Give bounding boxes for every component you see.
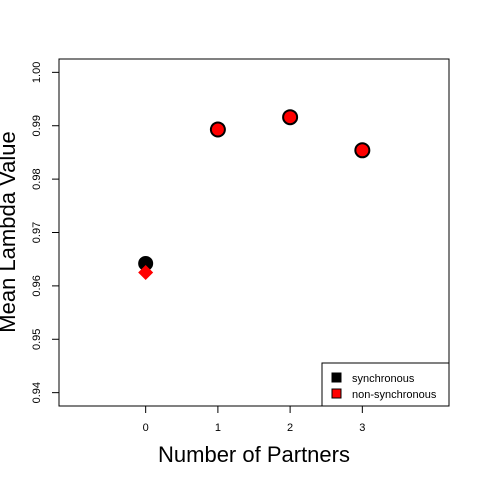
y-tick-label: 0.96 [31,275,43,296]
legend-box [321,362,450,407]
y-tick-label: 0.95 [31,329,43,350]
data-point-circle [209,121,226,138]
data-point-diamond [138,265,154,281]
y-tick-label: 0.97 [31,222,43,243]
x-tick-label: 3 [359,422,365,434]
legend-label: non-synchronous [352,389,437,401]
legend-label: synchronous [352,373,415,385]
legend-swatch [331,388,342,399]
x-axis-title: Number of Partners [158,442,350,467]
plot-frame [58,58,450,407]
x-tick-label: 0 [143,422,149,434]
y-tick-label: 0.99 [31,115,43,136]
y-tick-label: 0.94 [31,382,43,403]
x-axis: 0 1 2 3 [143,405,365,434]
data-point-circle [354,142,371,159]
x-tick-label: 2 [287,422,293,434]
x-tick-label: 1 [215,422,221,434]
y-tick-label: 0.98 [31,168,43,189]
legend-swatch [331,372,342,383]
y-axis: 0.94 0.95 0.96 0.97 0.98 0.99 1.00 [31,62,60,403]
y-tick-label: 1.00 [31,62,43,83]
y-axis-title: Mean Lambda Value [0,131,20,332]
data-point-circle [282,109,299,126]
legend: synchronous non-synchronous [321,362,450,407]
data-point-circle [138,255,154,271]
data-points [138,109,371,281]
